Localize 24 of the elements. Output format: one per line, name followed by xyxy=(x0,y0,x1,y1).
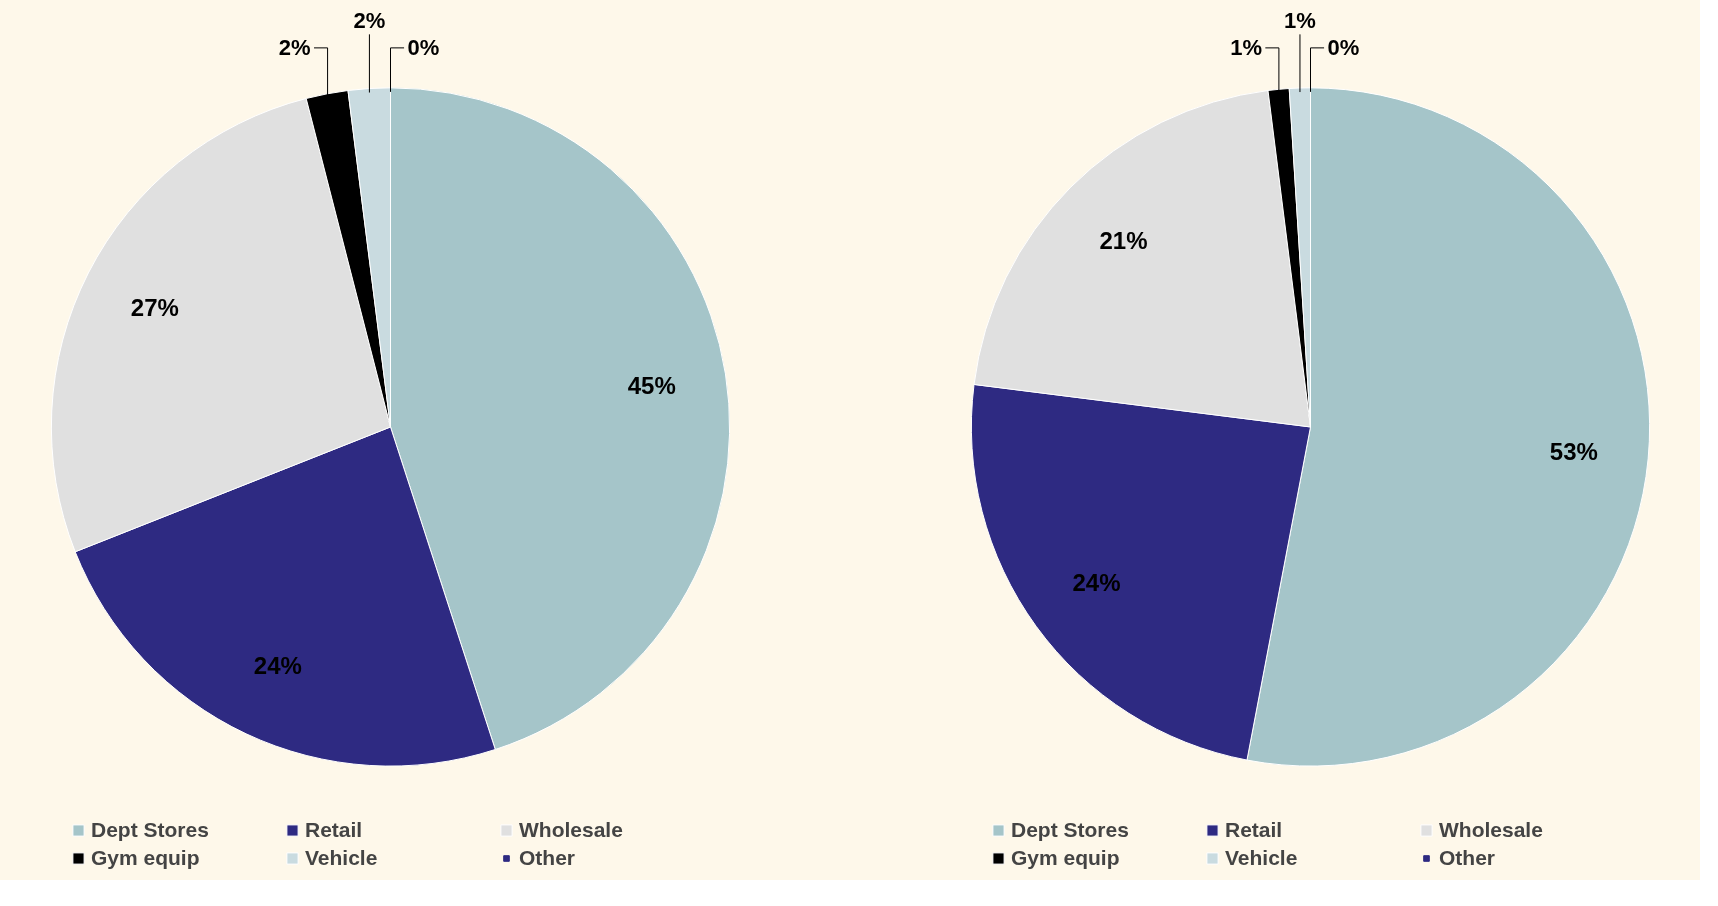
legend-label: Retail xyxy=(1225,818,1284,842)
data-label: 1% xyxy=(1284,8,1316,34)
legend-label: Wholesale xyxy=(1439,818,1544,842)
legend-label: Other xyxy=(1439,846,1496,870)
text: 0% xyxy=(407,35,440,61)
legend-label: Gym equip xyxy=(91,846,201,870)
legend-label: Other xyxy=(519,846,576,870)
data-label: 2% xyxy=(353,8,386,34)
legend-label: Gym equip xyxy=(1011,846,1121,870)
legend-label: Vehicle xyxy=(1225,846,1299,870)
legend-label: Wholesale xyxy=(519,818,624,842)
data-label: 21% xyxy=(1099,226,1148,254)
legend-label: Retail xyxy=(305,818,364,842)
data-label: 1% xyxy=(1230,35,1262,61)
data-label: 24% xyxy=(253,652,302,680)
data-label: 45% xyxy=(627,372,676,400)
legend-label: Vehicle xyxy=(305,846,379,870)
legend-label: Dept Stores xyxy=(1011,818,1130,842)
data-label: 2% xyxy=(278,35,311,61)
data-label: 27% xyxy=(130,293,179,321)
text: 0% xyxy=(1327,35,1360,61)
data-label: 24% xyxy=(1072,568,1121,596)
legend-label: Dept Stores xyxy=(91,818,210,842)
data-label: 53% xyxy=(1549,438,1598,466)
